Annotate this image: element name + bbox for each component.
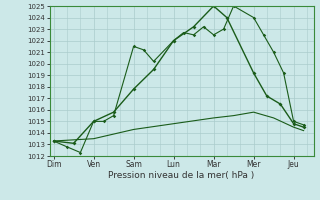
X-axis label: Pression niveau de la mer( hPa ): Pression niveau de la mer( hPa ): [108, 171, 255, 180]
